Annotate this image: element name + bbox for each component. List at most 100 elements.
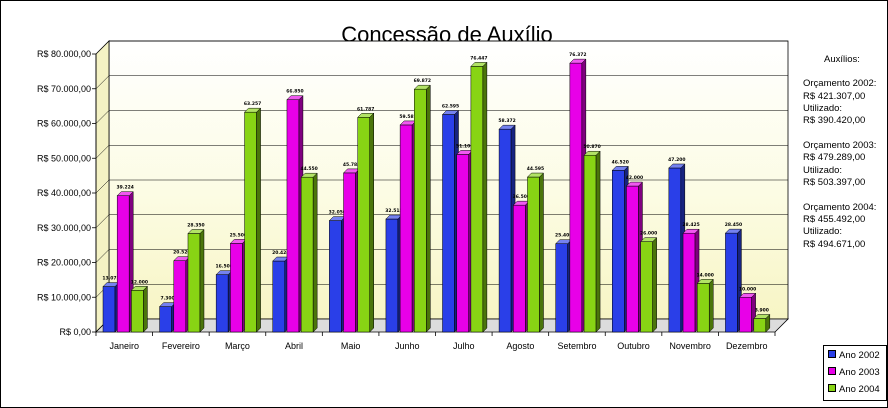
bar-ano-2004-outubro: 26.000 (640, 231, 657, 333)
bar-top (739, 293, 757, 298)
bar-top (243, 107, 262, 113)
bar-front (753, 318, 767, 333)
bar-front (527, 176, 540, 333)
data-label: 51.100 (456, 143, 473, 149)
y-tick-label: R$ 80.000,00 (37, 49, 91, 59)
bar-ano-2004-março: 63.257 (243, 101, 262, 333)
bar-front (102, 286, 116, 333)
bar-top (300, 172, 318, 178)
data-label: 20.520 (173, 250, 190, 256)
data-label: 28.425 (682, 222, 699, 228)
y-tick-label: R$ 10.000,00 (37, 292, 91, 302)
used-label: Utilizado: (803, 226, 843, 238)
data-label: 25.500 (230, 232, 247, 238)
bar-ano-2004-fevereiro: 28.350 (187, 222, 205, 333)
gridline (95, 110, 788, 124)
bar-front (272, 260, 285, 333)
y-axis-ticks: R$ 0,00 R$ 10.000,00 R$ 20.000,00 R$ 30.000… (37, 49, 97, 337)
x-tick-label: Março (225, 341, 250, 351)
data-label: 28.350 (187, 222, 204, 228)
bar-side (143, 285, 148, 333)
bar-front (414, 88, 427, 333)
legend-item-2004: Ano 2004 (828, 384, 880, 396)
data-label: 58.372 (498, 118, 515, 124)
used-label: Utilizado: (803, 164, 843, 176)
legend-label-2004: Ano 2004 (839, 384, 880, 395)
bar-side (482, 61, 488, 333)
bar-front (116, 195, 130, 333)
bar-front (626, 185, 639, 333)
bar-front (385, 218, 399, 333)
legend-item-2002: Ano 2002 (828, 350, 880, 362)
data-label: 3.900 (755, 307, 769, 313)
bar-front (131, 290, 144, 333)
x-tick-label: Junho (395, 341, 420, 351)
budget-block-2004: Orçamento 2004: R$ 455.492,00 Utilizado:… (803, 202, 885, 251)
legend-swatch-2002 (828, 350, 836, 359)
data-label: 26.000 (640, 231, 657, 237)
bar-top (470, 62, 488, 67)
bar-side (199, 228, 205, 333)
bar-ano-2004-janeiro: 12.000 (130, 279, 149, 333)
bar-front (470, 66, 484, 333)
x-tick-label: Outubro (617, 341, 650, 351)
bar-top (625, 181, 644, 187)
data-label: 44.550 (300, 166, 317, 172)
bar-top (696, 279, 714, 284)
bar-ano-2004-setembro: 50.870 (583, 144, 601, 333)
data-label: 63.257 (244, 101, 261, 107)
bar-top (753, 314, 771, 319)
y-tick-label: R$ 40.000,00 (37, 188, 91, 198)
bar-front (343, 172, 356, 333)
bar-front (513, 204, 526, 333)
bar-top (413, 84, 431, 90)
gridline (95, 214, 788, 228)
bar-ano-2004-maio: 61.787 (357, 106, 374, 333)
data-label: 62.595 (442, 103, 459, 109)
budget-block-2003: Orçamento 2003: R$ 479.289,00 Utilizado:… (803, 140, 885, 189)
x-tick-label: Fevereiro (162, 341, 200, 351)
x-tick-label: Setembro (557, 341, 596, 351)
y-tick-label: R$ 60.000,00 (37, 119, 91, 129)
bar-top (286, 95, 304, 100)
x-tick-label: Novembro (669, 341, 711, 351)
bar-front (696, 283, 710, 333)
chart-bars: 13.075 39.224 12.000 7.300 20.520 28.350 16.50… (102, 52, 771, 333)
data-label: 12.000 (131, 279, 148, 285)
budget-value: R$ 421.307,00 (803, 90, 866, 102)
x-tick-label: Janeiro (110, 341, 140, 351)
bar-front (187, 233, 201, 333)
chart-legend: Ano 2002 Ano 2003 Ano 2004 (823, 345, 887, 401)
bar-front (357, 117, 370, 333)
data-label: 59.587 (399, 114, 416, 120)
data-label: 36.500 (513, 194, 530, 200)
data-label: 69.872 (414, 78, 431, 84)
bar-ano-2004-julho: 76.447 (470, 55, 488, 333)
data-label: 44.595 (527, 166, 544, 172)
x-tick-label: Julho (453, 341, 475, 351)
y-tick-label: R$ 0,00 (59, 327, 91, 337)
bar-top (130, 286, 149, 291)
data-label: 16.500 (215, 264, 232, 270)
bar-ano-2004-agosto: 44.595 (527, 166, 544, 333)
used-label: Utilizado: (803, 102, 843, 114)
bar-top (668, 163, 686, 169)
data-label: 13.075 (102, 276, 119, 282)
data-label: 45.784 (343, 162, 360, 168)
x-tick-label: Agosto (506, 341, 534, 351)
bar-top (583, 150, 601, 156)
bar-top (187, 229, 205, 234)
bar-ano-2004-dezembro: 3.900 (753, 307, 771, 333)
data-label: 47.200 (668, 157, 685, 163)
bar-side (426, 84, 431, 333)
budget-label: Orçamento 2004: (803, 201, 877, 213)
y-tick-label: R$ 50.000,00 (37, 153, 91, 163)
bar-ano-2004-abril: 44.550 (300, 166, 318, 333)
bar-side (539, 172, 544, 333)
bar-front (640, 241, 653, 333)
bar-top (498, 124, 516, 130)
bar-side (312, 172, 318, 333)
gridline (95, 179, 788, 194)
data-label: 39.224 (117, 185, 134, 191)
budget-value: R$ 455.492,00 (803, 213, 866, 225)
